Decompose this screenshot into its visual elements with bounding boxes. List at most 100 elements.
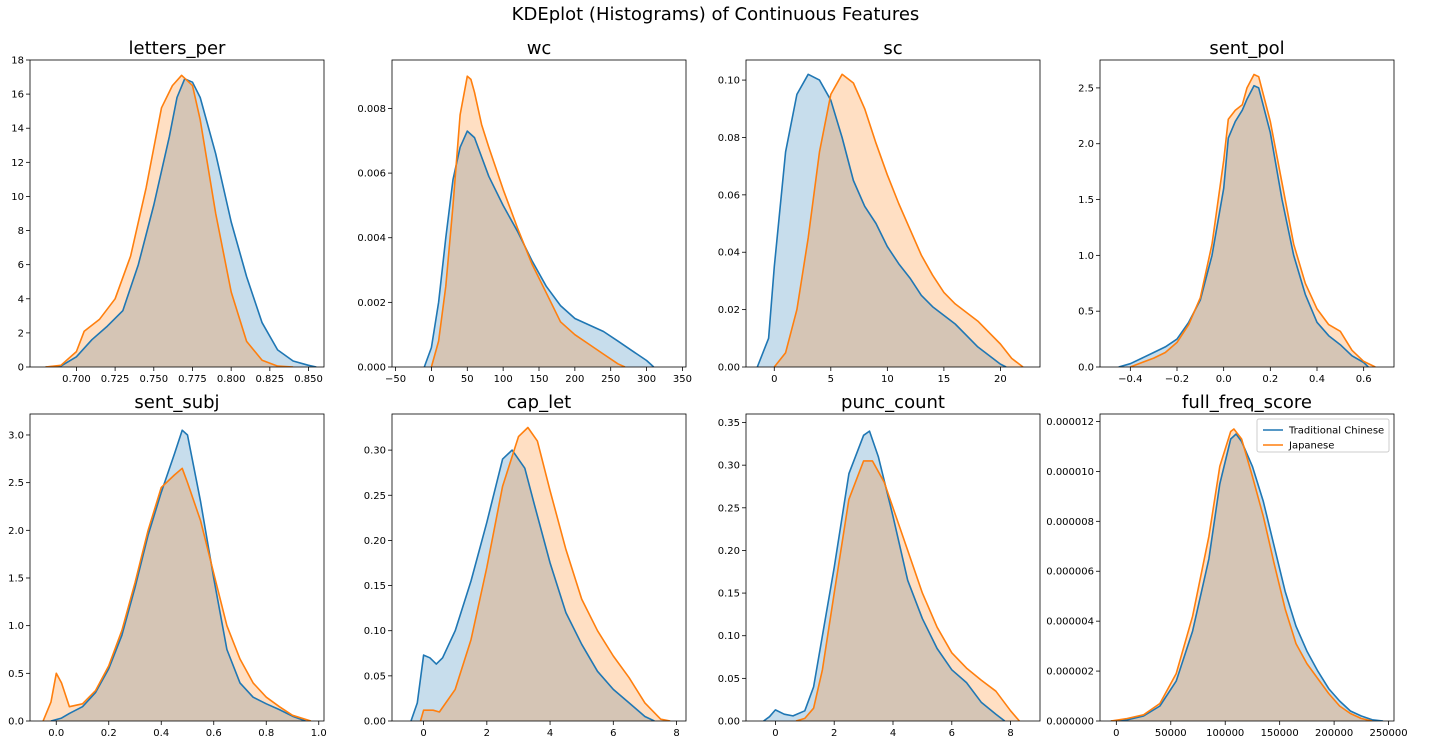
y-tick-label: 0.0	[8, 717, 24, 728]
x-tick-label: 2	[484, 728, 490, 739]
axes-frame	[29, 413, 325, 722]
y-tick-label: 2.0	[8, 526, 24, 537]
x-tick-label: 0.2	[1262, 374, 1278, 385]
x-tick-label: 0.800	[217, 374, 246, 385]
plot-area	[423, 75, 655, 367]
x-tick-label: 8	[673, 728, 679, 739]
x-tick-label: 0.6	[1356, 374, 1372, 385]
y-tick-label: 0.004	[357, 233, 386, 244]
kde-fill-series-0	[424, 131, 654, 367]
panel-title: letters_per	[129, 38, 227, 59]
kde-fill-series-1	[431, 76, 625, 367]
y-tick-label: 1.5	[1078, 195, 1094, 206]
y-tick-label: 14	[11, 124, 24, 135]
y-tick-label: 8	[18, 226, 24, 237]
x-tick-label: 0	[420, 728, 426, 739]
x-tick-label: 0.850	[294, 374, 323, 385]
y-tick-label: 16	[11, 90, 24, 101]
x-tick-label: 4	[890, 728, 896, 739]
x-tick-label: 15	[938, 374, 951, 385]
x-tick-label: 50000	[1155, 728, 1187, 739]
axes-frame	[29, 59, 325, 368]
x-tick-label: 150	[529, 374, 548, 385]
x-tick-label: 0.825	[256, 374, 285, 385]
kde-fill-series-1	[1130, 74, 1376, 367]
y-tick-label: 2	[18, 328, 24, 339]
x-tick-label: 0	[428, 374, 434, 385]
x-tick-label: 0.750	[139, 374, 168, 385]
kde-line-series-1	[430, 75, 626, 367]
y-tick-label: 0.000004	[1046, 617, 1094, 628]
y-tick-label: 0.002	[357, 298, 386, 309]
y-tick-label: 0.00	[364, 717, 386, 728]
y-tick-label: 1.0	[1078, 251, 1094, 262]
panel-title: sent_subj	[134, 392, 219, 413]
x-tick-label: 20	[994, 374, 1007, 385]
kde-line-series-1	[795, 460, 1021, 721]
y-tick-label: 0.08	[718, 133, 740, 144]
x-tick-label: 0	[771, 374, 777, 385]
legend-label-1: Japanese	[1288, 441, 1334, 452]
x-tick-label: 350	[673, 374, 692, 385]
kde-line-series-0	[410, 449, 655, 721]
figure-title: KDEplot (Histograms) of Continuous Featu…	[511, 4, 920, 25]
y-tick-label: 0.30	[718, 461, 740, 472]
axes-frame	[1099, 59, 1395, 368]
plot-area	[410, 426, 671, 721]
x-tick-label: 150000	[1261, 728, 1299, 739]
x-tick-label: 1.0	[311, 728, 327, 739]
x-tick-label: 250000	[1369, 728, 1407, 739]
plot-area	[1110, 428, 1384, 721]
kde-line-series-1	[42, 467, 312, 721]
kde-line-series-1	[419, 426, 671, 721]
axes-frame	[391, 413, 687, 722]
kde-fill-series-0	[763, 431, 1005, 721]
kde-line-series-0	[1110, 433, 1384, 721]
x-tick-label: 0.0	[1216, 374, 1232, 385]
panel-title: sent_pol	[1209, 38, 1284, 59]
panel-title: cap_let	[507, 392, 572, 413]
x-tick-label: −0.4	[1118, 374, 1142, 385]
y-tick-label: 0.15	[364, 581, 386, 592]
panel-punc-count: punc_count 0 2 4 6 8 0.00 0.05 0.10 0.15 0.20 0.25 0…	[718, 392, 1041, 739]
x-tick-label: 0.6	[206, 728, 222, 739]
x-tick-label: 0.4	[1309, 374, 1325, 385]
y-tick-label: 1.0	[8, 621, 24, 632]
y-tick-label: 0.30	[364, 446, 386, 457]
y-tick-label: 0.0	[1078, 363, 1094, 374]
plot-area	[756, 73, 1024, 367]
x-tick-label: 100000	[1206, 728, 1244, 739]
y-tick-label: 0.000010	[1046, 467, 1094, 478]
kde-line-series-0	[423, 130, 655, 367]
kde-line-series-1	[45, 74, 294, 367]
y-tick-label: 0.5	[8, 669, 24, 680]
plot-area	[763, 430, 1021, 721]
y-tick-label: 0.000006	[1046, 567, 1094, 578]
x-tick-label: 300	[637, 374, 656, 385]
y-tick-label: 0.008	[357, 104, 386, 115]
y-tick-label: 0.5	[1078, 307, 1094, 318]
x-tick-label: 0.775	[178, 374, 207, 385]
y-tick-label: 0.10	[718, 76, 740, 87]
x-tick-label: 0.0	[48, 728, 64, 739]
kde-line-series-0	[50, 429, 306, 721]
y-tick-label: 12	[11, 158, 24, 169]
y-tick-label: 0.06	[718, 190, 740, 201]
y-tick-label: 3.0	[8, 430, 24, 441]
kde-fill-series-0	[757, 74, 1007, 367]
x-tick-label: 0.2	[101, 728, 117, 739]
y-tick-label: 1.5	[8, 573, 24, 584]
x-tick-label: 2	[831, 728, 837, 739]
panel-sent-subj: sent_subj 0.0 0.2 0.4 0.6 0.8 1.0 0.0 0.5 1.0 1.5 2…	[8, 392, 327, 739]
y-tick-label: 2.5	[8, 478, 24, 489]
panel-letters-per: letters_per 0.700 0.725 0.750 0.775 0.800 0.82…	[11, 38, 325, 385]
kde-fill-series-0	[1110, 434, 1384, 721]
y-tick-label: 0.25	[718, 503, 740, 514]
x-tick-label: 10	[881, 374, 894, 385]
x-tick-label: 200000	[1315, 728, 1353, 739]
y-tick-label: 2.0	[1078, 139, 1094, 150]
kde-fill-series-0	[411, 450, 655, 721]
panel-title: wc	[527, 38, 552, 59]
kde-line-series-1	[773, 73, 1024, 367]
